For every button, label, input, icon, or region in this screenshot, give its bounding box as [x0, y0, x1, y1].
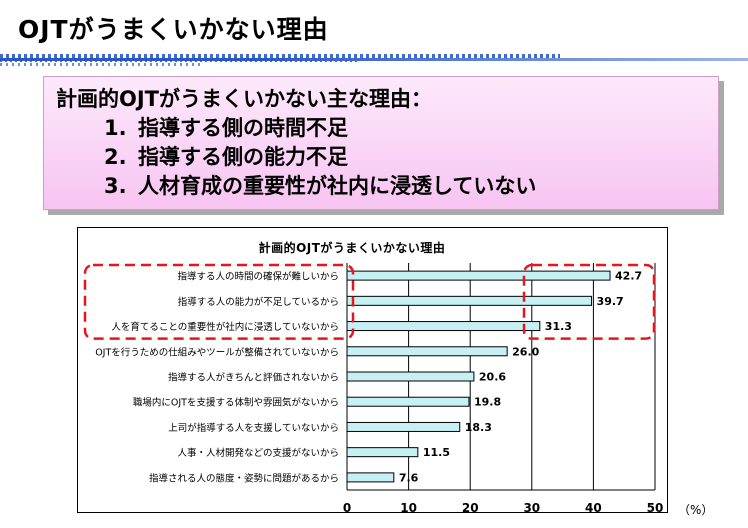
value-label: 19.8: [474, 396, 501, 409]
x-tick-label: 30: [523, 501, 540, 515]
reasons-heading: 計画的OJTがうまくいかない主な理由：: [56, 87, 432, 111]
bar: [346, 447, 419, 458]
value-label: 31.3: [545, 320, 572, 333]
category-label: 指導される人の態度・姿勢に問題があるから: [149, 472, 339, 484]
reason-item-1: 1. 指導する側の時間不足: [104, 114, 718, 143]
x-tick-label: 20: [462, 501, 479, 515]
bar: [346, 270, 611, 281]
title-underline: [0, 58, 748, 61]
value-label: 20.6: [479, 371, 506, 384]
value-label: 39.7: [597, 295, 624, 308]
value-label: 11.5: [423, 446, 450, 459]
value-label: 18.3: [465, 421, 492, 434]
x-tick-label: 40: [585, 501, 602, 515]
chart-title: 計画的OJTがうまくいかない理由: [258, 241, 446, 255]
value-label: 26.0: [512, 345, 539, 358]
bar: [346, 472, 395, 483]
category-label: 人事・人材開発などの支援がないから: [177, 447, 339, 459]
bar: [346, 421, 461, 432]
highlight-box-values: [522, 263, 656, 340]
category-label: 指導する人の能力が不足しているから: [178, 296, 339, 308]
highlight-box-labels: [83, 263, 355, 340]
x-tick-label: 10: [400, 501, 417, 515]
reason-list: 1. 指導する側の時間不足 2. 指導する側の能力不足 3. 人材育成の重要性が社内に…: [56, 114, 718, 201]
value-label: 7.6: [399, 471, 419, 484]
category-label: OJTを行うための仕組みやツールが整備されていないから: [95, 346, 339, 358]
category-label: 上司が指導する人を支援していないから: [168, 422, 339, 434]
reason-number: 3.: [104, 174, 127, 198]
reason-item-2: 2. 指導する側の能力不足: [104, 143, 718, 172]
bar: [346, 321, 541, 332]
bar: [346, 295, 593, 306]
reason-number: 1.: [104, 116, 127, 140]
reason-text: 人材育成の重要性が社内に浸透していない: [138, 174, 537, 198]
reason-number: 2.: [104, 145, 127, 169]
slide-title: OJTがうまくいかない理由: [18, 15, 329, 44]
reason-text: 指導する側の能力不足: [138, 145, 348, 169]
category-label: 指導する人がきちんと評価されないから: [168, 372, 339, 384]
bar: [346, 371, 475, 382]
reason-text: 指導する側の時間不足: [138, 116, 348, 140]
bar: [346, 396, 470, 407]
x-tick-label: 0: [343, 501, 351, 515]
bar: [346, 346, 508, 357]
percent-unit-label: （%）: [678, 503, 714, 517]
category-label: 職場内にOJTを支援する体制や雰囲気がないから: [133, 397, 339, 409]
value-label: 42.7: [615, 270, 642, 283]
category-label: 人を育てることの重要性が社内に浸透していないから: [111, 321, 339, 333]
x-tick-label: 50: [647, 501, 664, 515]
reason-item-3: 3. 人材育成の重要性が社内に浸透していない: [104, 172, 718, 201]
category-label: 指導する人の時間の確保が難しいから: [177, 271, 339, 283]
reasons-box: 計画的OJTがうまくいかない主な理由： 1. 指導する側の時間不足 2. 指導する側…: [43, 76, 719, 210]
